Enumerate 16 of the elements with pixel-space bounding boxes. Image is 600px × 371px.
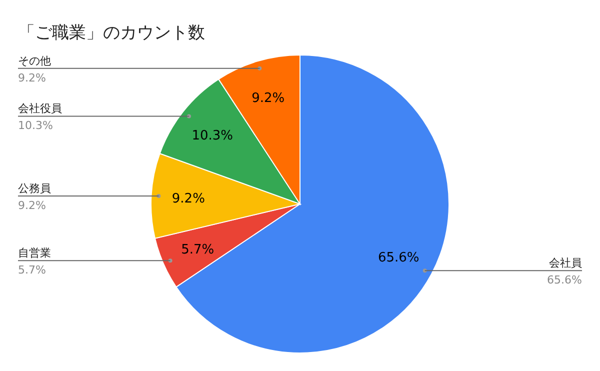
slice-label: 自営業 [18, 246, 51, 260]
data-label: 9.2% [172, 192, 205, 207]
data-label: 5.7% [181, 242, 214, 258]
text: 10.3% [18, 119, 53, 132]
slice-label: 会社役員 [18, 102, 62, 116]
text: 9.2% [18, 199, 46, 212]
chart-title: 「ご職業」のカウント数 [18, 23, 205, 43]
text: 65.6% [547, 274, 582, 287]
data-label: 9.2% [252, 90, 285, 106]
text: 5.7% [18, 264, 46, 277]
text: 9.2% [18, 71, 46, 84]
data-label: 65.6% [378, 250, 420, 266]
data-label: 10.3% [192, 128, 234, 144]
slice-label: その他 [18, 54, 51, 68]
slice-label: 会社員 [549, 256, 582, 270]
slice-label: 公務員 [18, 182, 51, 195]
